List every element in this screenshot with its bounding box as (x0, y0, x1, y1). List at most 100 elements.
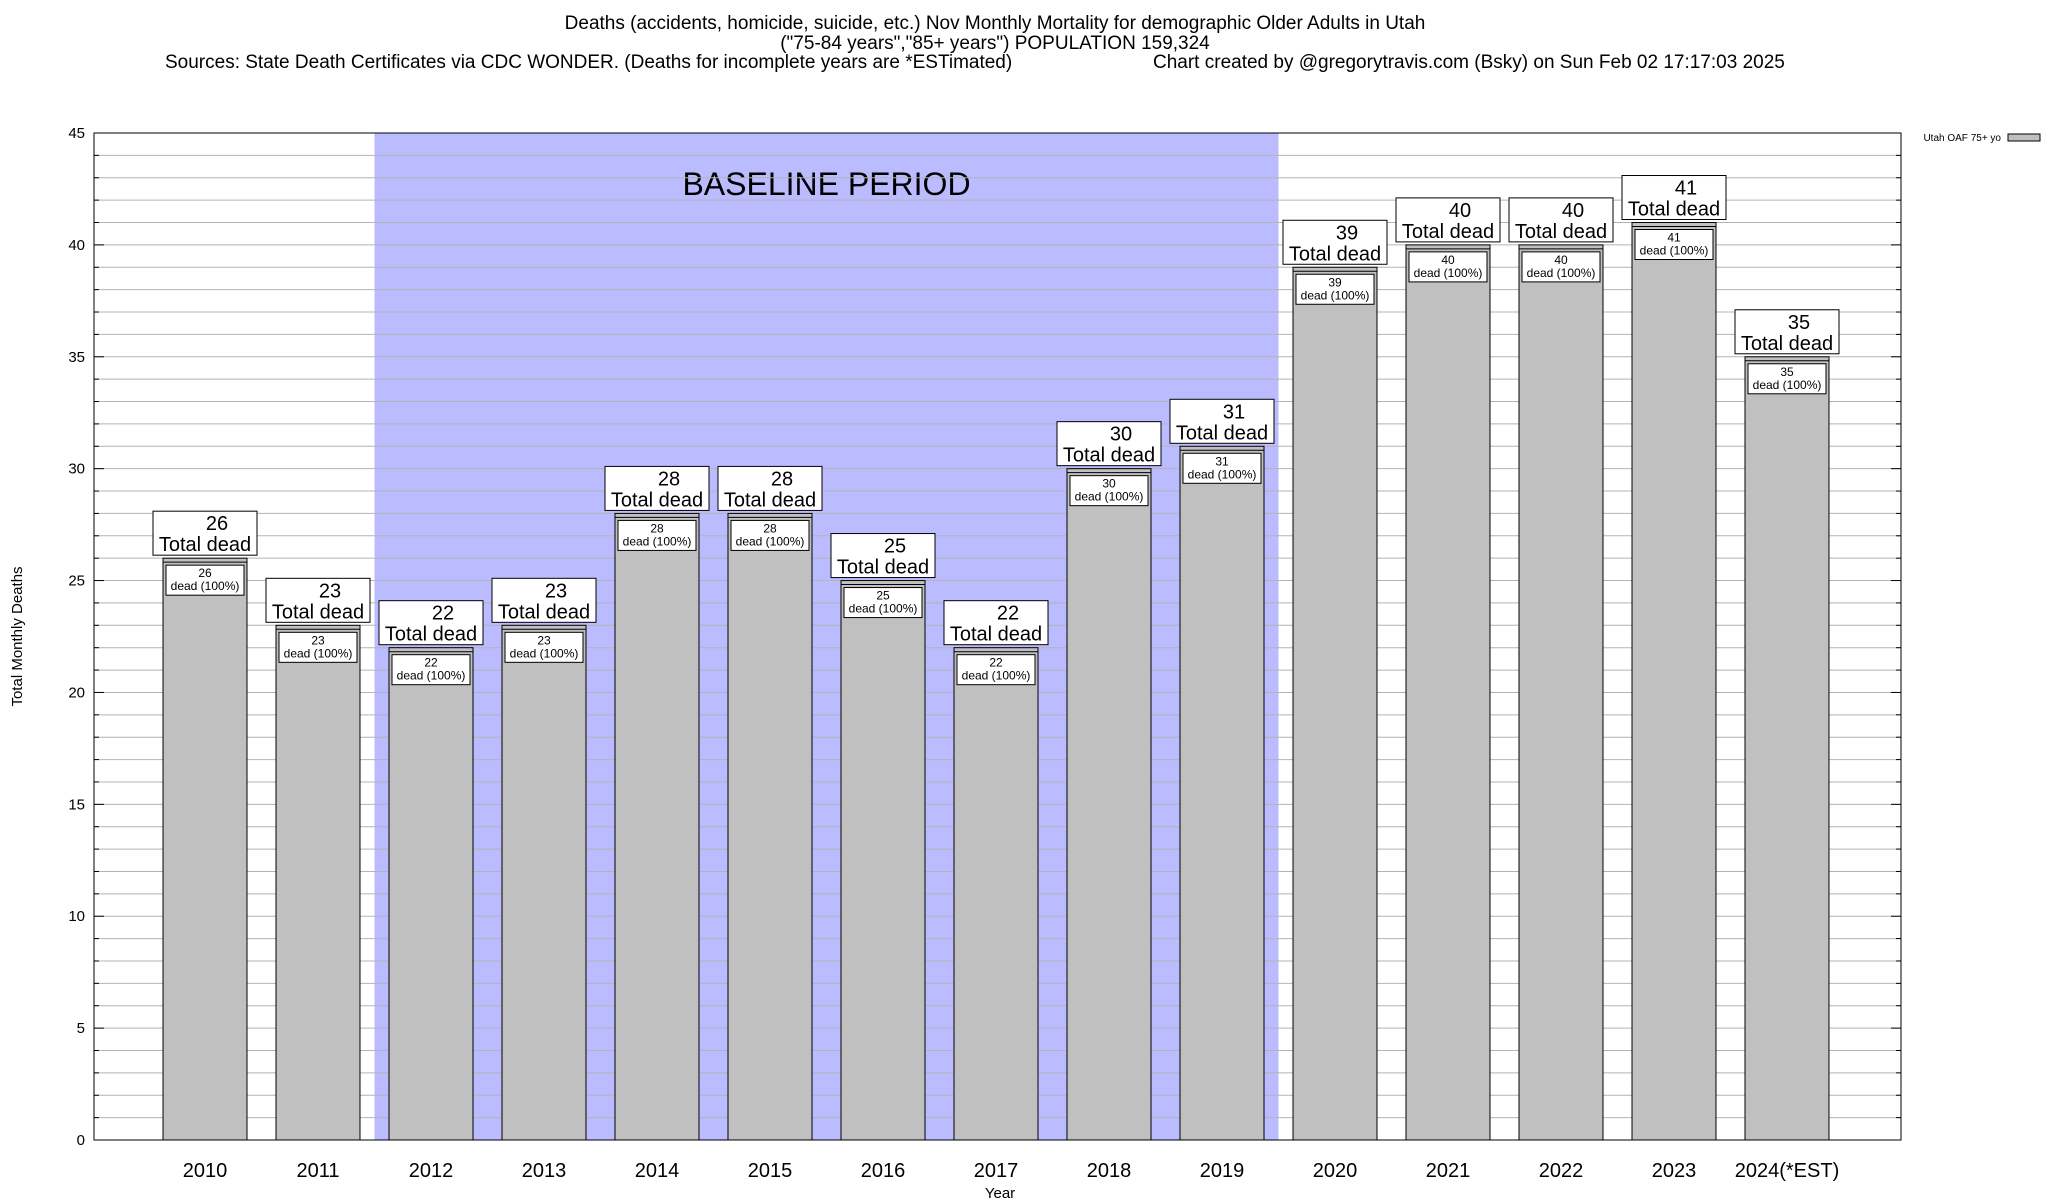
bar-inner-label-box (956, 654, 1036, 686)
bar-data-label-value: 39 (1336, 222, 1358, 244)
bar-data-label-box (1621, 175, 1727, 221)
bar-inner-percent: dead (100%) (510, 646, 579, 660)
bar-inner-value: 31 (1215, 454, 1229, 468)
bar (1631, 222, 1717, 1141)
bar-data-label-value: 28 (658, 468, 680, 490)
bar-data-label-text: Total dead (950, 624, 1042, 646)
bar-data-label-box (1734, 309, 1840, 355)
bar-inner-label-box (165, 564, 245, 596)
bar-inner-label-box (278, 631, 358, 663)
bar-inner-label-box (1521, 251, 1601, 283)
bar-data-label-box (1282, 219, 1388, 265)
x-tick-label: 2023 (1652, 1160, 1697, 1182)
bar-data-label-text: Total dead (1176, 422, 1268, 444)
x-tick-label: 2016 (861, 1160, 906, 1182)
bar-inner-label-box (1747, 363, 1827, 395)
bar (1518, 244, 1604, 1141)
bar-data-label-box (943, 600, 1049, 646)
bar-data-label-text: Total dead (159, 534, 251, 556)
bar-data-label-value: 23 (545, 580, 567, 602)
bar-inner-percent: dead (100%) (1414, 266, 1483, 280)
chart-sources: Sources: State Death Certificates via CD… (165, 52, 1013, 73)
bar-data-label-text: Total dead (724, 489, 816, 511)
bar-inner-value: 23 (311, 633, 325, 647)
x-tick-label: 2019 (1200, 1160, 1245, 1182)
bar (1292, 266, 1378, 1141)
bar-inner-percent: dead (100%) (736, 534, 805, 548)
bar-inner-percent: dead (100%) (1188, 467, 1257, 481)
bar-inner-value: 25 (876, 589, 890, 603)
bar-inner-value: 26 (198, 566, 212, 580)
bar-inner-percent: dead (100%) (1640, 244, 1709, 258)
bar-inner-percent: dead (100%) (849, 602, 918, 616)
bar-inner-percent: dead (100%) (962, 669, 1031, 683)
bar (953, 647, 1039, 1141)
bar-inner-percent: dead (100%) (1753, 378, 1822, 392)
y-tick-label: 25 (68, 573, 85, 590)
bar-inner-label-box (1182, 452, 1262, 484)
bar-inner-percent: dead (100%) (1301, 288, 1370, 302)
bar (840, 580, 926, 1141)
bar-data-label-value: 23 (319, 580, 341, 602)
bar-data-label-text: Total dead (272, 601, 364, 623)
x-tick-label: 2011 (296, 1160, 339, 1182)
bar-inner-percent: dead (100%) (397, 669, 466, 683)
bar-inner-label-box (843, 587, 923, 619)
bar (1066, 468, 1152, 1141)
y-tick-label: 40 (68, 237, 85, 254)
bar-data-label-box (830, 533, 936, 579)
bar-inner-percent: dead (100%) (171, 579, 240, 593)
bar-data-label-value: 41 (1675, 178, 1697, 200)
bar-data-label-value: 40 (1449, 200, 1471, 222)
bar-inner-value: 40 (1554, 253, 1568, 267)
bar (1405, 244, 1491, 1141)
bar-data-label-box (1395, 197, 1501, 243)
bar-inner-value: 28 (763, 521, 777, 535)
bar-inner-label-box (1634, 229, 1714, 261)
bar-data-label-value: 22 (432, 603, 454, 625)
bar-inner-value: 30 (1102, 477, 1116, 491)
y-tick-label: 35 (68, 349, 85, 366)
bar-data-label-text: Total dead (1402, 221, 1494, 243)
bar-data-label-box (1169, 398, 1275, 444)
bar-data-label-value: 28 (771, 468, 793, 490)
bar-data-label-text: Total dead (1741, 333, 1833, 355)
bar-data-label-value: 26 (206, 513, 228, 535)
bar-data-label-text: Total dead (1628, 199, 1720, 221)
bar-inner-label-box (1295, 273, 1375, 305)
x-tick-label: 2020 (1313, 1160, 1358, 1182)
bar-data-label-value: 40 (1562, 200, 1584, 222)
bar-inner-percent: dead (100%) (284, 646, 353, 660)
bar-data-label-box (491, 577, 597, 623)
plot-border (93, 132, 1902, 1141)
x-tick-label: 2017 (974, 1160, 1019, 1182)
x-tick-label: 2013 (522, 1160, 567, 1182)
bar-data-label-value: 25 (884, 536, 906, 558)
legend-label: Utah OAF 75+ yo (1923, 133, 2001, 144)
x-tick-label: 2022 (1539, 1160, 1584, 1182)
bar-inner-value: 41 (1667, 231, 1681, 245)
bar-inner-label-box (391, 654, 471, 686)
y-tick-label: 10 (68, 908, 85, 925)
bar-inner-value: 23 (537, 633, 551, 647)
bar-inner-label-box (504, 631, 584, 663)
x-axis-label: Year (985, 1185, 1015, 1200)
bar-data-label-text: Total dead (1063, 445, 1155, 467)
bar (388, 647, 474, 1141)
chart-title-line2: ("75-84 years","85+ years") POPULATION 1… (780, 33, 1210, 54)
bar-data-label-text: Total dead (1289, 243, 1381, 265)
y-tick-label: 20 (68, 684, 85, 701)
x-tick-label: 2024(*EST) (1735, 1160, 1840, 1182)
y-axis-label: Total Monthly Deaths (9, 566, 26, 706)
x-tick-label: 2014 (635, 1160, 680, 1182)
bar-data-label-value: 35 (1788, 312, 1810, 334)
bar-data-label-text: Total dead (1515, 221, 1607, 243)
bar-inner-label-box (617, 519, 697, 551)
bar-inner-label-box (1069, 475, 1149, 507)
bar-inner-value: 22 (989, 656, 1003, 670)
chart-title-line1: Deaths (accidents, homicide, suicide, et… (564, 13, 1426, 34)
bar-data-label-box (378, 600, 484, 646)
y-tick-label: 45 (68, 125, 85, 142)
bar-data-label-box (717, 465, 823, 511)
bar-data-label-value: 31 (1223, 401, 1245, 423)
